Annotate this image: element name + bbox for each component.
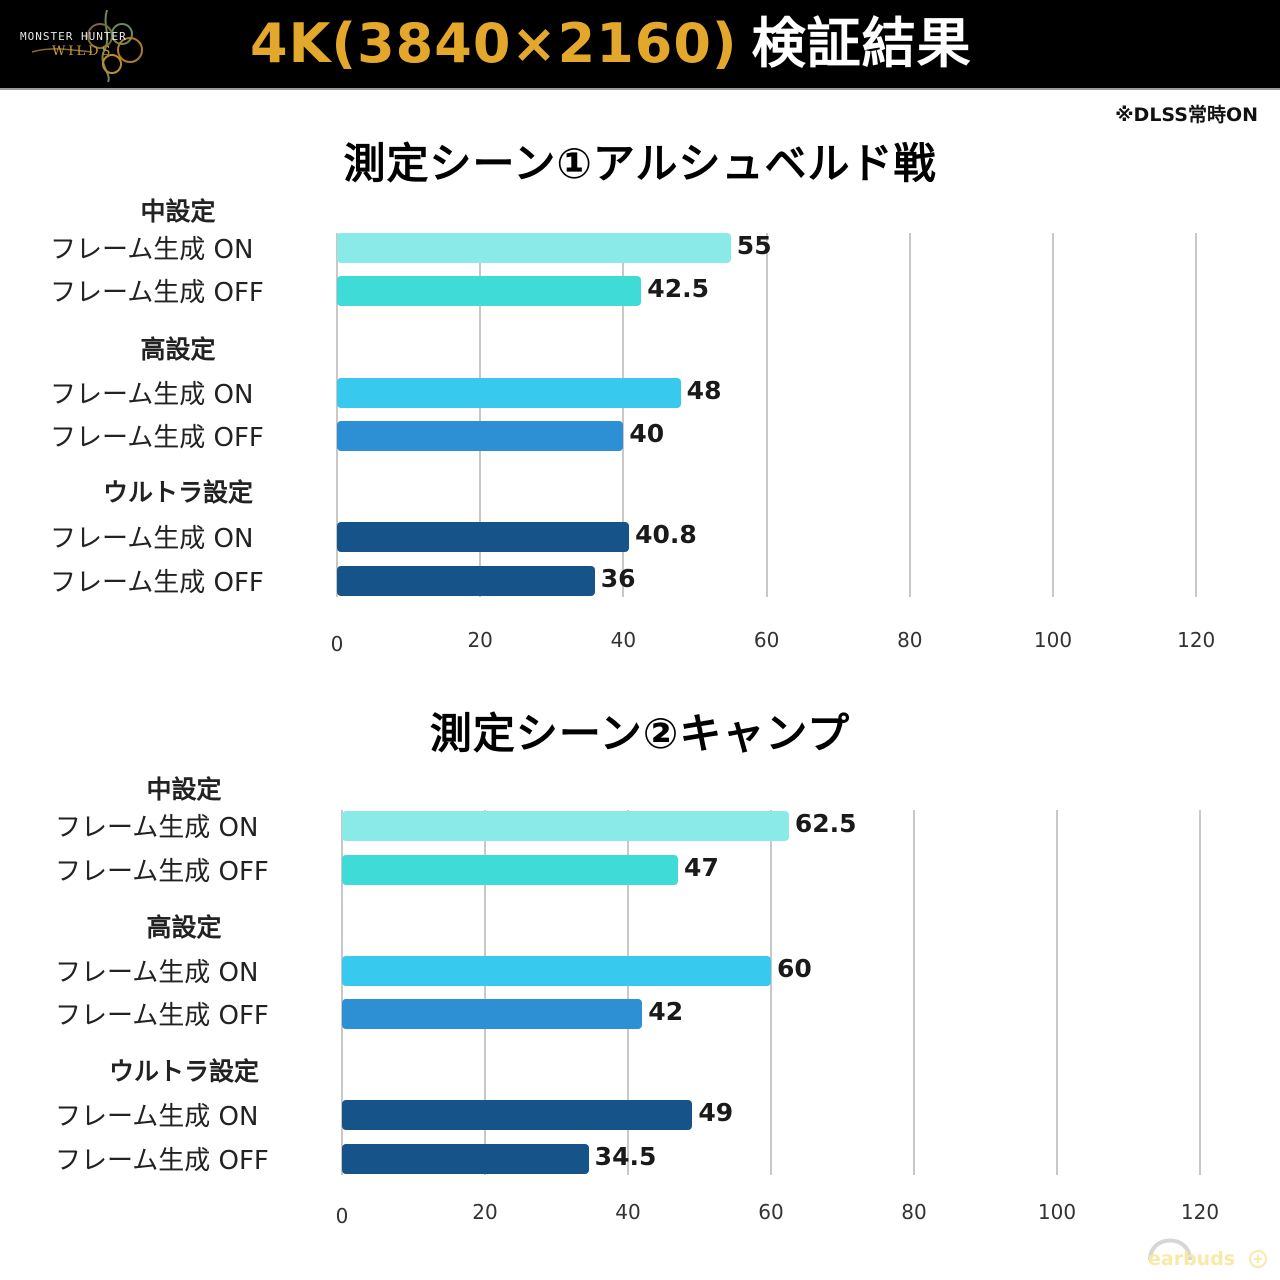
- gridline: [913, 810, 915, 1175]
- category-label: フレーム生成 OFF: [50, 568, 264, 598]
- x-tick-label: 40: [610, 628, 637, 652]
- category-label: フレーム生成 ON: [50, 524, 254, 554]
- logo-text-monster-hunter: MONSTER HUNTER: [20, 30, 127, 43]
- gridline: [479, 233, 482, 597]
- data-label: 47: [684, 853, 719, 882]
- group-label: ウルトラ設定: [108, 1057, 259, 1086]
- x-tick-label: 0: [330, 632, 344, 656]
- gridline: [770, 810, 772, 1175]
- logo-ornament-icon: [31, 9, 143, 83]
- monster-hunter-wilds-logo: MONSTER HUNTER WILDS: [12, 6, 162, 84]
- category-label: フレーム生成 ON: [55, 1102, 259, 1132]
- bar: [337, 233, 731, 263]
- category-label: フレーム生成 ON: [50, 235, 254, 265]
- bar: [342, 1100, 693, 1130]
- category-label: フレーム生成 OFF: [55, 857, 269, 887]
- category-label: フレーム生成 OFF: [55, 1001, 269, 1031]
- data-label: 36: [600, 564, 636, 593]
- x-tick-label: 100: [1037, 1200, 1077, 1224]
- bar: [337, 378, 681, 408]
- x-tick-label: 100: [1033, 628, 1073, 652]
- gridline: [484, 810, 486, 1175]
- gridline: [622, 233, 625, 597]
- logo-text-wilds: WILDS: [52, 44, 114, 59]
- gridline: [908, 233, 911, 597]
- data-label: 34.5: [594, 1142, 657, 1171]
- gridline: [1052, 233, 1054, 597]
- data-label: 48: [686, 376, 722, 405]
- bar: [342, 956, 771, 986]
- x-tick-label: 20: [472, 1200, 498, 1224]
- x-tick-label: 60: [758, 1200, 784, 1224]
- data-label: 40.8: [635, 520, 697, 549]
- chart-1-title: 測定シーン①アルシュベルド戦: [343, 139, 937, 188]
- group-label: ウルトラ設定: [102, 478, 253, 507]
- bar: [342, 855, 679, 885]
- bar: [337, 421, 624, 451]
- data-label: 55: [736, 231, 772, 260]
- category-label: フレーム生成 OFF: [50, 278, 264, 308]
- gridline: [341, 810, 343, 1175]
- gridline: [627, 810, 629, 1175]
- bar: [342, 1144, 589, 1174]
- chart-2-title: 測定シーン②キャンプ: [429, 709, 851, 758]
- group-label: 中設定: [140, 197, 216, 226]
- bar: [337, 276, 642, 306]
- group-label: 中設定: [146, 775, 222, 804]
- category-label: フレーム生成 OFF: [50, 423, 264, 453]
- data-label: 42.5: [647, 274, 709, 303]
- category-label: フレーム生成 ON: [55, 958, 259, 988]
- data-label: 42: [648, 997, 684, 1026]
- group-label: 高設定: [146, 913, 222, 942]
- watermark-text: earbuds: [1148, 1248, 1236, 1270]
- page-title: 4K(3840×2160) 検証結果: [250, 6, 972, 82]
- x-tick-label: 40: [615, 1200, 641, 1224]
- headphone-icon: [1148, 1238, 1267, 1268]
- data-label: 62.5: [794, 809, 857, 838]
- category-label: フレーム生成 ON: [50, 380, 254, 410]
- x-tick-label: 20: [467, 628, 493, 652]
- gridline: [336, 233, 338, 597]
- category-label: フレーム生成 OFF: [55, 1146, 269, 1176]
- bar: [337, 566, 595, 596]
- data-label: 60: [777, 954, 812, 983]
- x-tick-label: 80: [897, 628, 923, 652]
- data-label: 49: [698, 1098, 734, 1127]
- x-tick-label: 0: [335, 1204, 349, 1228]
- category-label: フレーム生成 ON: [55, 813, 259, 843]
- gridline: [1056, 810, 1058, 1175]
- bar: [342, 811, 789, 841]
- gridline: [1195, 233, 1198, 597]
- title-results: 検証結果: [751, 12, 972, 75]
- x-tick-label: 120: [1180, 1200, 1220, 1224]
- gridline: [1199, 810, 1201, 1175]
- bar: [342, 999, 643, 1029]
- group-label: 高設定: [140, 335, 216, 364]
- dlss-note: ※DLSS常時ON: [1115, 104, 1258, 126]
- header-banner: MONSTER HUNTER WILDS 4K(3840×2160) 検証結果: [0, 0, 1280, 90]
- x-tick-label: 80: [901, 1200, 927, 1224]
- data-label: 40: [629, 419, 665, 448]
- gridline: [765, 233, 768, 597]
- x-tick-label: 120: [1177, 628, 1216, 652]
- title-resolution: 4K(3840×2160): [250, 12, 738, 75]
- earbuds-watermark: earbuds: [1138, 1226, 1268, 1270]
- bar: [337, 522, 630, 552]
- x-tick-label: 60: [753, 628, 780, 652]
